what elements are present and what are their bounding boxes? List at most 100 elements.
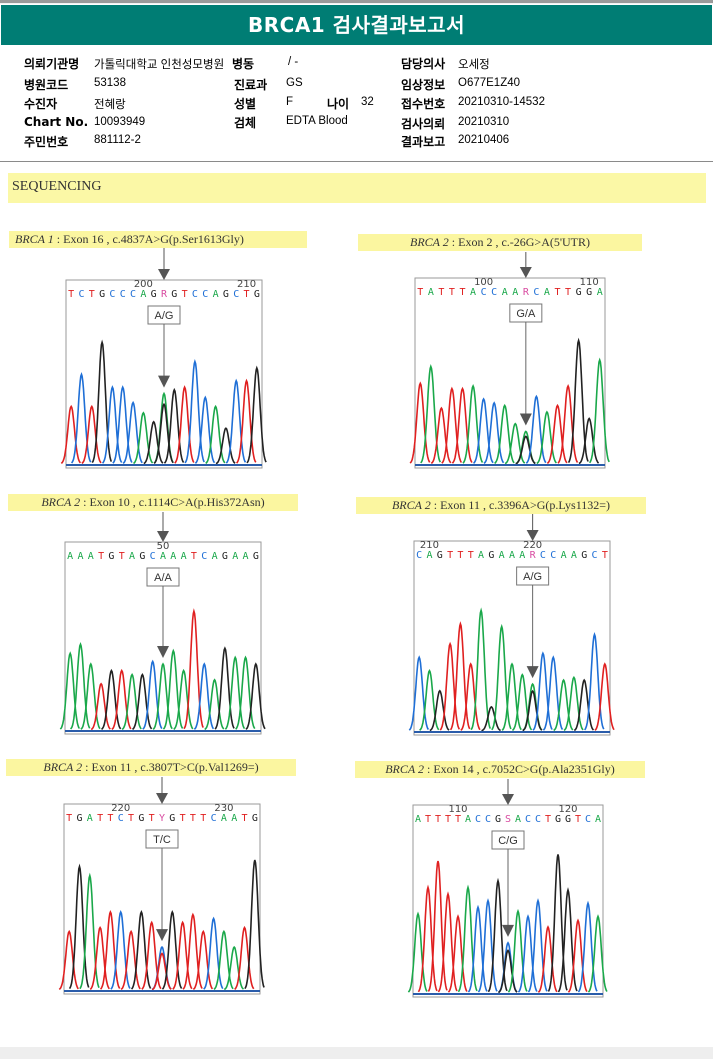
variant-description: Exon 2 , c.-26G>A(5'UTR) xyxy=(458,235,591,249)
trace-peak xyxy=(557,383,579,464)
trace-peak xyxy=(536,410,558,465)
trace-peak xyxy=(112,385,133,464)
trace-peak xyxy=(153,402,174,464)
genotype-label: A/G xyxy=(155,310,174,322)
value-sex: F xyxy=(286,96,294,108)
variant-caption: BRCA 2 : Exon 14 , c.7052C>G(p.Ala2351Gl… xyxy=(355,761,645,778)
trace-peak xyxy=(557,887,578,993)
base-call: C xyxy=(475,814,481,825)
trace-peak xyxy=(577,900,598,993)
base-call: A xyxy=(571,550,577,561)
trace-peak xyxy=(163,387,185,464)
label-resident-number: 주민번호 xyxy=(24,135,69,149)
base-call: T xyxy=(119,551,125,562)
base-call: T xyxy=(425,814,431,825)
base-call: T xyxy=(200,813,206,824)
base-call: G xyxy=(555,814,561,825)
base-call: C xyxy=(118,813,124,824)
variant-description: Exon 11 , c.3807T>C(p.Val1269=) xyxy=(91,760,259,774)
base-call: A xyxy=(415,814,421,825)
base-call: G xyxy=(437,550,443,561)
trace-peak xyxy=(578,417,600,465)
genotype-label: G/A xyxy=(516,308,536,320)
base-call: A xyxy=(519,550,525,561)
trace-peak xyxy=(234,925,255,990)
base-call: A xyxy=(595,814,601,825)
trace-peak xyxy=(563,675,584,732)
arrow-down-icon xyxy=(502,924,514,937)
base-call: T xyxy=(468,550,474,561)
trace-peak xyxy=(537,925,558,993)
base-call: A xyxy=(515,814,521,825)
position-label: 220 xyxy=(523,540,542,551)
base-call: A xyxy=(221,813,227,824)
trace-peak xyxy=(59,651,81,730)
trace-peak xyxy=(553,678,574,732)
base-call: S xyxy=(505,814,511,825)
trace-peak xyxy=(133,411,154,465)
trace-peak xyxy=(511,673,533,732)
variant-description: Exon 16 , c.4837A>G(p.Ser1613Gly) xyxy=(63,232,244,246)
trace-peak xyxy=(70,372,92,464)
genotype-label: A/G xyxy=(523,571,542,583)
base-call: G xyxy=(171,289,177,300)
base-call: T xyxy=(89,289,95,300)
trace-peak xyxy=(507,908,528,993)
genotype-label: A/A xyxy=(154,572,172,584)
trace-peak xyxy=(99,909,121,990)
base-call: T xyxy=(190,813,196,824)
trace-peak xyxy=(427,860,448,992)
value-specimen: EDTA Blood xyxy=(286,115,348,127)
position-label: 200 xyxy=(134,279,153,290)
base-call: T xyxy=(242,813,248,824)
page-bottom-margin xyxy=(0,1047,713,1059)
position-label: 110 xyxy=(580,277,599,288)
trace-peak xyxy=(481,705,501,732)
trace-peak xyxy=(152,662,173,730)
base-call: A xyxy=(465,814,471,825)
trace-peak xyxy=(60,404,82,465)
trace-peak xyxy=(110,909,131,990)
trace-peak xyxy=(408,655,430,731)
trace-peak xyxy=(447,914,468,993)
base-call: A xyxy=(77,551,83,562)
base-call: A xyxy=(502,287,508,298)
base-call: T xyxy=(449,287,455,298)
trace-peak xyxy=(224,655,246,730)
trace-peak xyxy=(457,884,478,993)
base-call: T xyxy=(575,814,581,825)
trace-peak xyxy=(498,949,518,994)
base-call: A xyxy=(87,813,93,824)
base-call: C xyxy=(130,289,136,300)
value-accession-number: 20210310-14532 xyxy=(458,96,545,108)
base-call: C xyxy=(491,287,497,298)
base-call: C xyxy=(202,289,208,300)
label-patient-name: 수진자 xyxy=(24,97,58,111)
trace-peak xyxy=(235,378,257,464)
trace-peak xyxy=(451,386,473,464)
base-call: A xyxy=(170,551,176,562)
position-label: 50 xyxy=(157,541,170,552)
label-clinical-info: 임상정보 xyxy=(401,78,446,92)
trace-peak xyxy=(235,655,256,730)
base-call: T xyxy=(128,813,134,824)
value-requesting-institution: 가톨릭대학교 인천성모병원 xyxy=(94,59,225,71)
label-request-date: 검사의뢰 xyxy=(401,117,446,131)
base-call: G xyxy=(139,551,145,562)
base-call: A xyxy=(212,551,218,562)
trace-peak xyxy=(472,397,494,464)
base-call: G xyxy=(169,813,175,824)
label-report-date: 결과보고 xyxy=(401,135,446,149)
arrow-down-icon xyxy=(158,269,170,280)
base-call: C xyxy=(525,814,531,825)
base-call: G xyxy=(586,287,592,298)
label-attending-physician: 담당의사 xyxy=(401,57,446,71)
trace-peak xyxy=(101,668,122,730)
base-call: C xyxy=(150,551,156,562)
arrow-down-icon xyxy=(156,929,168,942)
base-call: G xyxy=(138,813,144,824)
gene-name: BRCA 2 xyxy=(41,495,81,509)
base-call: T xyxy=(149,813,155,824)
position-label: 120 xyxy=(558,804,577,815)
base-call: A xyxy=(499,550,505,561)
